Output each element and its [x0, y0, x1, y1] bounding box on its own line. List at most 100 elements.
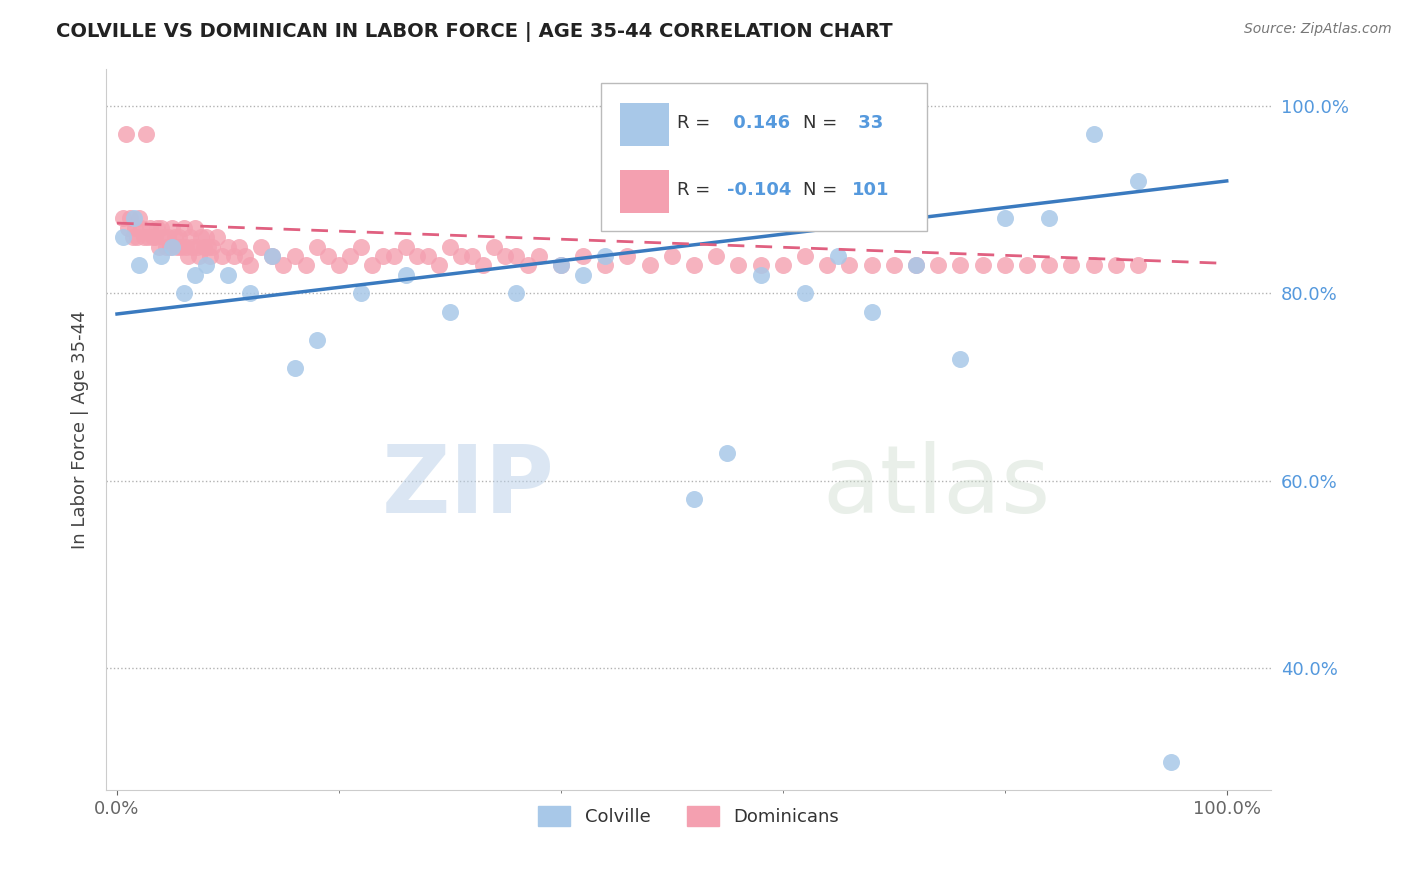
- Point: [262, 249, 284, 263]
- FancyBboxPatch shape: [620, 170, 669, 213]
- Text: 101: 101: [852, 181, 889, 199]
- Point: [439, 305, 461, 319]
- Point: [135, 127, 157, 141]
- Point: [163, 230, 186, 244]
- Point: [194, 230, 217, 244]
- Point: [716, 445, 738, 459]
- Point: [572, 268, 595, 282]
- Text: R =: R =: [676, 114, 716, 132]
- Point: [794, 249, 817, 263]
- Point: [250, 239, 273, 253]
- Point: [173, 220, 195, 235]
- Point: [328, 258, 350, 272]
- Point: [683, 492, 706, 507]
- Point: [527, 249, 550, 263]
- Point: [162, 220, 184, 235]
- Point: [339, 249, 361, 263]
- Point: [139, 220, 162, 235]
- Point: [205, 230, 228, 244]
- Text: N =: N =: [803, 114, 842, 132]
- FancyBboxPatch shape: [620, 103, 669, 145]
- Point: [472, 258, 495, 272]
- Point: [200, 249, 222, 263]
- Point: [461, 249, 484, 263]
- Point: [1060, 258, 1083, 272]
- Point: [186, 239, 208, 253]
- Point: [128, 211, 150, 226]
- Point: [128, 258, 150, 272]
- Point: [141, 230, 163, 244]
- Point: [883, 258, 905, 272]
- Point: [193, 239, 215, 253]
- Point: [516, 258, 538, 272]
- Point: [239, 258, 262, 272]
- Point: [505, 249, 527, 263]
- Text: 0.146: 0.146: [727, 114, 790, 132]
- Point: [904, 258, 927, 272]
- Point: [273, 258, 295, 272]
- Point: [155, 239, 177, 253]
- Point: [350, 239, 373, 253]
- Text: N =: N =: [803, 181, 842, 199]
- Point: [384, 249, 406, 263]
- Point: [994, 211, 1017, 226]
- Point: [904, 258, 927, 272]
- Point: [117, 220, 139, 235]
- Point: [439, 239, 461, 253]
- Point: [122, 211, 145, 226]
- Text: ZIP: ZIP: [381, 441, 554, 533]
- FancyBboxPatch shape: [602, 83, 928, 231]
- Point: [505, 286, 527, 301]
- Point: [1160, 755, 1182, 769]
- Point: [727, 258, 749, 272]
- Point: [405, 249, 427, 263]
- Point: [794, 286, 817, 301]
- Point: [1038, 258, 1060, 272]
- Point: [927, 258, 949, 272]
- Point: [994, 258, 1017, 272]
- Point: [233, 249, 256, 263]
- Point: [159, 239, 181, 253]
- Point: [305, 239, 328, 253]
- Text: -0.104: -0.104: [727, 181, 792, 199]
- Point: [173, 286, 195, 301]
- Point: [1105, 258, 1128, 272]
- Point: [194, 258, 217, 272]
- Point: [217, 268, 239, 282]
- Point: [361, 258, 384, 272]
- Point: [162, 239, 184, 253]
- Point: [132, 230, 155, 244]
- Text: Source: ZipAtlas.com: Source: ZipAtlas.com: [1244, 22, 1392, 37]
- Point: [1083, 258, 1105, 272]
- Point: [394, 239, 416, 253]
- Point: [772, 258, 794, 272]
- Point: [638, 258, 661, 272]
- Point: [148, 239, 170, 253]
- Point: [305, 333, 328, 347]
- Point: [972, 258, 994, 272]
- Point: [593, 249, 616, 263]
- Point: [815, 258, 838, 272]
- Point: [150, 220, 173, 235]
- Point: [217, 239, 239, 253]
- Point: [550, 258, 572, 272]
- Point: [262, 249, 284, 263]
- Point: [124, 220, 146, 235]
- Point: [450, 249, 472, 263]
- Point: [146, 220, 169, 235]
- Point: [683, 258, 706, 272]
- Point: [316, 249, 339, 263]
- Point: [572, 249, 595, 263]
- Point: [294, 258, 316, 272]
- Point: [121, 230, 143, 244]
- Point: [179, 230, 201, 244]
- Point: [1083, 127, 1105, 141]
- Text: R =: R =: [676, 181, 716, 199]
- Point: [197, 239, 219, 253]
- Point: [239, 286, 262, 301]
- Point: [157, 230, 180, 244]
- Point: [167, 230, 190, 244]
- Point: [860, 305, 883, 319]
- Point: [152, 230, 174, 244]
- Point: [166, 239, 188, 253]
